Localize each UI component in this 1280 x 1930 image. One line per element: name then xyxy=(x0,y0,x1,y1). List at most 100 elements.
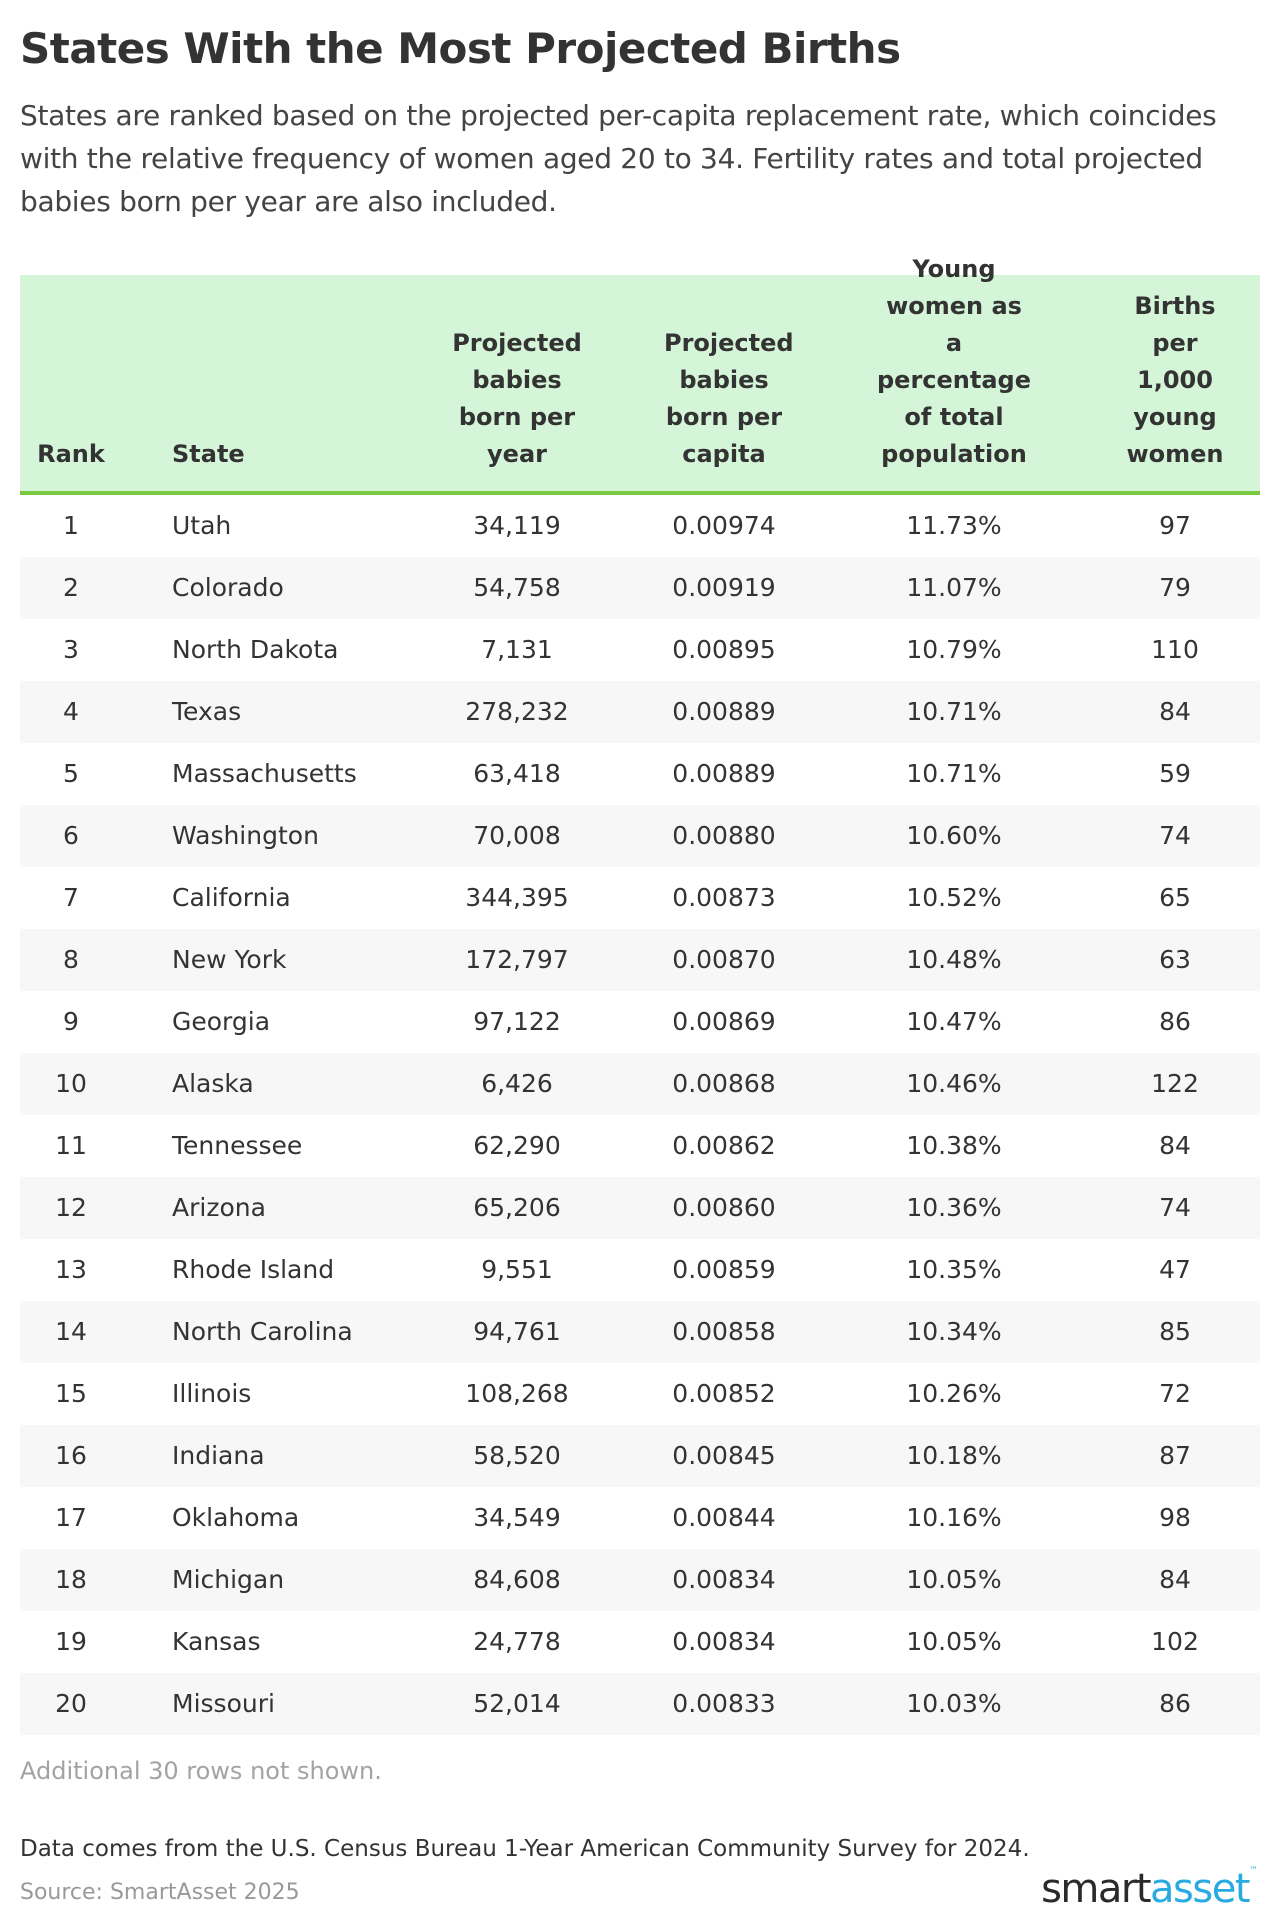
table-row: 19 Kansas 24,778 0.00834 10.05% 102 xyxy=(20,1611,1260,1673)
cell-rank: 9 xyxy=(63,1007,79,1036)
cell-babies-per-year: 108,268 xyxy=(465,1379,569,1408)
cell-babies-per-capita: 0.00844 xyxy=(672,1503,776,1532)
logo-trademark: ™ xyxy=(1249,1866,1258,1876)
cell-rank: 12 xyxy=(55,1193,87,1222)
cell-babies-per-year: 52,014 xyxy=(473,1689,561,1718)
cell-rank: 2 xyxy=(63,573,79,602)
cell-babies-per-year: 9,551 xyxy=(481,1255,553,1284)
cell-young-women-pct: 10.38% xyxy=(906,1131,1002,1160)
column-header-births-per-1000: Births per 1,000 young women xyxy=(1126,292,1224,468)
cell-rank: 13 xyxy=(55,1255,87,1284)
cell-rank: 5 xyxy=(63,759,79,788)
cell-young-women-pct: 11.07% xyxy=(906,573,1002,602)
table-row: 18 Michigan 84,608 0.00834 10.05% 84 xyxy=(20,1549,1260,1611)
cell-births-per-1000: 74 xyxy=(1159,1193,1191,1222)
cell-births-per-1000: 122 xyxy=(1151,1069,1199,1098)
table-row: 15 Illinois 108,268 0.00852 10.26% 72 xyxy=(20,1363,1260,1425)
cell-births-per-1000: 86 xyxy=(1159,1689,1191,1718)
cell-young-women-pct: 10.05% xyxy=(906,1627,1002,1656)
cell-rank: 17 xyxy=(55,1503,87,1532)
cell-births-per-1000: 63 xyxy=(1159,945,1191,974)
cell-young-women-pct: 11.73% xyxy=(906,511,1002,540)
table-row: 9 Georgia 97,122 0.00869 10.47% 86 xyxy=(20,991,1260,1053)
cell-births-per-1000: 85 xyxy=(1159,1317,1191,1346)
table-row: 16 Indiana 58,520 0.00845 10.18% 87 xyxy=(20,1425,1260,1487)
cell-babies-per-year: 94,761 xyxy=(473,1317,561,1346)
cell-rank: 7 xyxy=(63,883,79,912)
cell-rank: 10 xyxy=(55,1069,87,1098)
cell-babies-per-capita: 0.00834 xyxy=(672,1627,776,1656)
cell-babies-per-year: 65,206 xyxy=(473,1193,561,1222)
cell-babies-per-year: 84,608 xyxy=(473,1565,561,1594)
cell-babies-per-capita: 0.00858 xyxy=(672,1317,776,1346)
cell-births-per-1000: 98 xyxy=(1159,1503,1191,1532)
cell-babies-per-year: 63,418 xyxy=(473,759,561,788)
cell-babies-per-capita: 0.00868 xyxy=(672,1069,776,1098)
cell-state: Oklahoma xyxy=(172,1503,300,1532)
cell-state: New York xyxy=(172,945,287,974)
cell-births-per-1000: 74 xyxy=(1159,821,1191,850)
cell-rank: 1 xyxy=(63,511,79,540)
cell-state: Arizona xyxy=(172,1193,266,1222)
cell-babies-per-year: 278,232 xyxy=(465,697,569,726)
cell-babies-per-year: 58,520 xyxy=(473,1441,561,1470)
cell-babies-per-capita: 0.00870 xyxy=(672,945,776,974)
cell-births-per-1000: 102 xyxy=(1151,1627,1199,1656)
cell-rank: 18 xyxy=(55,1565,87,1594)
cell-state: Utah xyxy=(172,511,232,540)
cell-babies-per-capita: 0.00889 xyxy=(672,759,776,788)
cell-rank: 8 xyxy=(63,945,79,974)
cell-babies-per-capita: 0.00895 xyxy=(672,635,776,664)
cell-babies-per-capita: 0.00919 xyxy=(672,573,776,602)
smartasset-logo: smartasset™ xyxy=(1041,1866,1258,1912)
cell-state: Colorado xyxy=(172,573,284,602)
cell-young-women-pct: 10.18% xyxy=(906,1441,1002,1470)
table-row: 4 Texas 278,232 0.00889 10.71% 84 xyxy=(20,681,1260,743)
cell-state: Indiana xyxy=(172,1441,265,1470)
cell-births-per-1000: 72 xyxy=(1159,1379,1191,1408)
cell-births-per-1000: 84 xyxy=(1159,1565,1191,1594)
cell-young-women-pct: 10.60% xyxy=(906,821,1002,850)
cell-young-women-pct: 10.71% xyxy=(906,697,1002,726)
table-row: 20 Missouri 52,014 0.00833 10.03% 86 xyxy=(20,1673,1260,1735)
cell-babies-per-capita: 0.00889 xyxy=(672,697,776,726)
cell-babies-per-capita: 0.00860 xyxy=(672,1193,776,1222)
cell-young-women-pct: 10.03% xyxy=(906,1689,1002,1718)
logo-text-smart: smart xyxy=(1041,1866,1151,1912)
column-header-state: State xyxy=(172,440,245,468)
cell-state: Rhode Island xyxy=(172,1255,335,1284)
column-header-young-women-pct: Young women as a percentage of total pop… xyxy=(876,255,1031,468)
cell-babies-per-year: 24,778 xyxy=(473,1627,561,1656)
cell-rank: 3 xyxy=(63,635,79,664)
data-table: Rank State Projected babies born per yea… xyxy=(20,255,1260,1735)
column-header-babies-per-year: Projected babies born per year xyxy=(452,329,582,468)
cell-young-women-pct: 10.34% xyxy=(906,1317,1002,1346)
cell-babies-per-year: 70,008 xyxy=(473,821,561,850)
cell-babies-per-capita: 0.00873 xyxy=(672,883,776,912)
table-row: 5 Massachusetts 63,418 0.00889 10.71% 59 xyxy=(20,743,1260,805)
table-row: 14 North Carolina 94,761 0.00858 10.34% 85 xyxy=(20,1301,1260,1363)
chart-title: States With the Most Projected Births xyxy=(20,24,901,73)
table-row: 2 Colorado 54,758 0.00919 11.07% 79 xyxy=(20,557,1260,619)
cell-rank: 20 xyxy=(55,1689,87,1718)
cell-state: North Dakota xyxy=(172,635,339,664)
cell-rank: 19 xyxy=(55,1627,87,1656)
table-row: 6 Washington 70,008 0.00880 10.60% 74 xyxy=(20,805,1260,867)
cell-state: Georgia xyxy=(172,1007,271,1036)
table-body: 1 Utah 34,119 0.00974 11.73% 97 2 Colorado 54,75… xyxy=(20,495,1260,1735)
table-header: Rank State Projected babies born per yea… xyxy=(20,255,1260,495)
cell-babies-per-capita: 0.00862 xyxy=(672,1131,776,1160)
cell-babies-per-year: 34,119 xyxy=(473,511,561,540)
cell-births-per-1000: 86 xyxy=(1159,1007,1191,1036)
table-row: 1 Utah 34,119 0.00974 11.73% 97 xyxy=(20,495,1260,557)
cell-babies-per-capita: 0.00852 xyxy=(672,1379,776,1408)
chart-subtitle: States are ranked based on the projected… xyxy=(20,99,1217,218)
table-row: 3 North Dakota 7,131 0.00895 10.79% 110 xyxy=(20,619,1260,681)
cell-state: Massachusetts xyxy=(172,759,357,788)
cell-young-women-pct: 10.47% xyxy=(906,1007,1002,1036)
cell-young-women-pct: 10.48% xyxy=(906,945,1002,974)
cell-babies-per-capita: 0.00869 xyxy=(672,1007,776,1036)
cell-babies-per-year: 344,395 xyxy=(465,883,569,912)
logo-text-asset: asset xyxy=(1150,1866,1250,1912)
cell-births-per-1000: 87 xyxy=(1159,1441,1191,1470)
